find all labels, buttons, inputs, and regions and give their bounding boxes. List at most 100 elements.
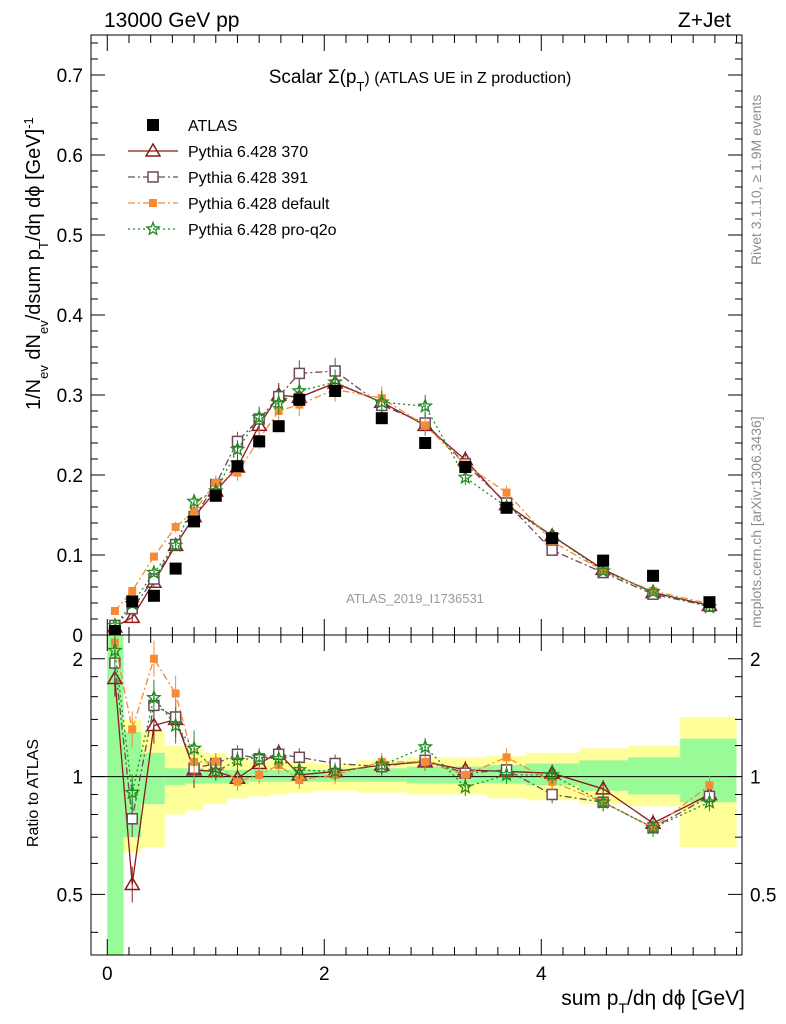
data-point	[293, 367, 306, 380]
x-axis-label: sum pT/dη dϕ [GeV]	[561, 987, 745, 1016]
ratio-data-point	[705, 781, 714, 790]
uncertainty-band-inner	[270, 769, 289, 782]
ratio-data-point	[106, 642, 123, 658]
series-line	[114, 370, 710, 626]
ratio-data-point	[544, 766, 561, 782]
mcplots-label: mcplots.cern.ch [arXiv:1306.3436]	[748, 416, 764, 628]
data-point	[233, 468, 242, 477]
analysis-watermark: ATLAS_2019_I1736531	[346, 591, 484, 606]
ratio-data-point	[123, 875, 141, 891]
ratio-data-point	[255, 770, 264, 779]
data-point	[171, 523, 180, 531]
data-point	[546, 532, 559, 545]
ratio-data-point	[595, 793, 611, 809]
ratio-data-point	[186, 740, 203, 756]
data-point	[703, 596, 716, 609]
data-point	[595, 562, 611, 578]
ratio-data-point	[295, 775, 304, 784]
ratio-data-point	[126, 813, 138, 825]
data-point	[419, 437, 432, 449]
data-point	[190, 507, 199, 515]
data-point	[188, 515, 201, 528]
y-tick-label: 0.3	[57, 386, 83, 407]
y-tick-label: 0.5	[57, 226, 83, 247]
data-point	[500, 501, 513, 514]
legend: ATLAS Pythia 6.428 370 Pythia 6.428 391 Pyt…	[128, 118, 337, 239]
legend-marker	[147, 119, 159, 131]
data-point	[421, 421, 430, 430]
legend-marker	[149, 199, 157, 207]
data-point	[145, 564, 162, 580]
data-point	[126, 595, 139, 608]
data-point	[459, 461, 472, 473]
uncertainty-band-inner	[288, 769, 314, 782]
ratio-data-point	[211, 757, 220, 766]
uncertainty-band-inner	[140, 752, 165, 805]
ratio-data-point	[145, 717, 163, 732]
data-point	[457, 469, 474, 485]
data-point	[110, 607, 119, 615]
legend-marker	[144, 142, 162, 157]
y-tick-label: 0.4	[57, 306, 84, 327]
uncertainty-band-inner	[107, 635, 124, 955]
data-point	[123, 608, 141, 624]
ratio-data-point	[645, 819, 661, 835]
data-point	[149, 552, 158, 561]
ratio-data-point	[251, 749, 268, 765]
x-tick-label: 2	[319, 964, 330, 985]
legend-marker	[145, 220, 161, 236]
ratio-data-point	[128, 725, 137, 734]
x-tick-label: 0	[102, 964, 113, 985]
ratio-y-axis-label: Ratio to ATLAS	[25, 739, 42, 847]
uncertainty-band-inner	[526, 763, 580, 786]
y-axis-label: 1/Nev dNev/dsum pT/dη dϕ [GeV]-1	[21, 117, 51, 410]
ratio-data-point	[498, 766, 515, 782]
ratio-data-point	[207, 763, 224, 779]
legend-label: Pythia 6.428 370	[188, 144, 308, 161]
ratio-data-point	[291, 761, 308, 777]
process-label: Z+Jet	[678, 9, 731, 32]
ratio-y-tick-label: 0.5	[57, 885, 83, 906]
data-point	[147, 589, 160, 602]
y-tick-label: 0.7	[57, 66, 83, 87]
ratio-y-tick-label: 2	[72, 650, 83, 671]
data-point	[546, 544, 558, 556]
ratio-data-point	[229, 752, 246, 768]
legend-label: Pythia 6.428 pro-q2o	[188, 222, 337, 239]
rivet-version-label: Rivet 3.1.10, ≥ 1.9M events	[748, 95, 764, 265]
data-point	[373, 393, 390, 409]
ratio-y-tick-label: 1	[72, 768, 83, 789]
y-tick-label: 0.1	[57, 546, 83, 567]
data-point	[329, 385, 342, 397]
ratio-data-point	[171, 689, 180, 698]
uncertainty-band-inner	[406, 766, 444, 784]
legend-marker	[147, 171, 159, 183]
data-point	[167, 537, 184, 553]
ratio-panel-frame	[90, 634, 743, 956]
ratio-data-point	[461, 770, 470, 779]
ratio-data-point	[546, 788, 558, 801]
ratio-data-point	[233, 777, 242, 786]
ratio-y-tick-label-right: 0.5	[750, 885, 776, 906]
main-panel: 0 0.1 0.2 0.3 0.4 0.5 0.6 0.7	[57, 34, 743, 647]
y-tick-label: 0.6	[57, 146, 83, 167]
ratio-y-tick-label-right: 2	[750, 650, 761, 671]
uncertainty-band-inner	[579, 760, 629, 791]
data-point	[108, 625, 121, 637]
data-point	[270, 394, 287, 410]
y-tick-label: 0.2	[57, 466, 83, 487]
x-tick-label: 4	[536, 964, 547, 985]
collision-label: 13000 GeV pp	[104, 9, 239, 32]
ratio-data-point	[502, 753, 511, 762]
data-point	[417, 397, 434, 413]
ratio-data-point	[124, 784, 141, 800]
ratio-data-point	[701, 793, 718, 809]
data-point	[128, 587, 137, 595]
legend-label: Pythia 6.428 391	[188, 170, 308, 187]
uncertainty-band-inner	[628, 757, 681, 795]
data-point	[597, 554, 610, 567]
data-point	[169, 562, 182, 575]
ratio-data-point	[270, 750, 287, 766]
ratio-data-point	[457, 778, 474, 794]
